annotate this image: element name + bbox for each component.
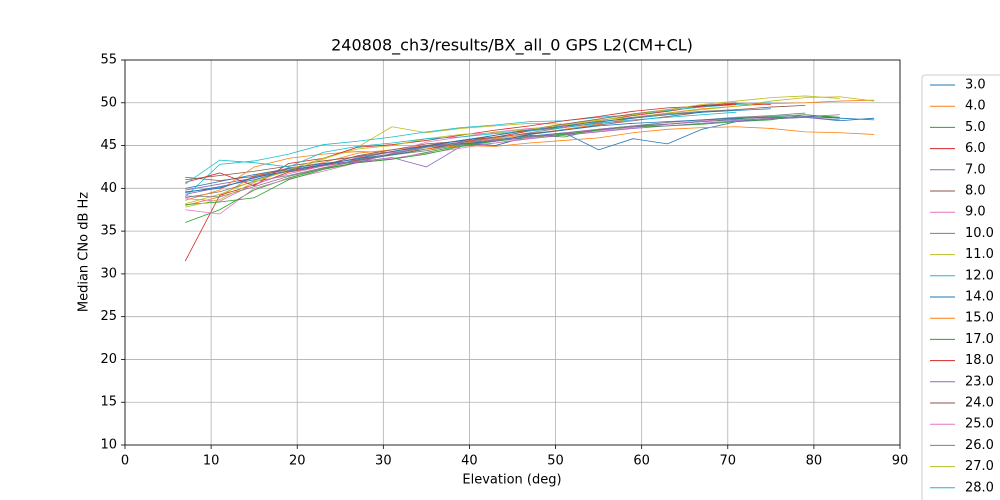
x-tick-label: 60 bbox=[633, 454, 650, 469]
legend-label: 17.0 bbox=[965, 332, 994, 347]
legend-label: 23.0 bbox=[965, 374, 994, 389]
series-line bbox=[185, 114, 840, 195]
legend-label: 5.0 bbox=[965, 120, 986, 135]
x-tick-label: 50 bbox=[547, 454, 564, 469]
legend-label: 25.0 bbox=[965, 417, 994, 432]
series-line bbox=[185, 95, 840, 208]
y-tick-label: 30 bbox=[100, 266, 117, 281]
legend-label: 6.0 bbox=[965, 141, 986, 156]
legend-label: 4.0 bbox=[965, 99, 986, 114]
legend-label: 18.0 bbox=[965, 353, 994, 368]
plot-area: 0 10 20 30 40 50 60 70 80 90 10 15 20 25 30 35 40 45 50 55 bbox=[100, 53, 908, 469]
series-line bbox=[185, 126, 875, 201]
y-tick-label: 25 bbox=[100, 309, 117, 324]
legend-label: 11.0 bbox=[965, 247, 994, 262]
series-line bbox=[185, 116, 840, 191]
y-tick-label: 40 bbox=[100, 181, 117, 196]
series-line bbox=[185, 108, 771, 193]
x-tick-label: 70 bbox=[720, 454, 737, 469]
legend-label: 26.0 bbox=[965, 438, 994, 453]
series-line bbox=[185, 114, 840, 205]
legend-label: 24.0 bbox=[965, 396, 994, 411]
series-line bbox=[185, 102, 737, 182]
x-tick-label: 20 bbox=[289, 454, 306, 469]
y-tick-label: 35 bbox=[100, 224, 117, 239]
legend-label: 15.0 bbox=[965, 311, 994, 326]
series-line bbox=[185, 116, 875, 189]
legend-label: 12.0 bbox=[965, 268, 994, 283]
series-line bbox=[184, 103, 771, 262]
y-tick-label: 50 bbox=[100, 95, 117, 110]
x-tick-label: 40 bbox=[461, 454, 478, 469]
y-tick-label: 45 bbox=[100, 138, 117, 153]
series-line bbox=[185, 109, 737, 198]
series-line bbox=[185, 111, 737, 185]
legend-label: 9.0 bbox=[965, 205, 986, 220]
y-tick-label: 15 bbox=[100, 395, 117, 410]
legend: 3.0 4.0 5.0 6.0 7.0 8.0 9.0 10.0 11.0 12.0 14.0 15.… bbox=[921, 74, 1000, 500]
x-tick-label: 10 bbox=[203, 454, 220, 469]
x-tick-label: 0 bbox=[121, 454, 129, 469]
legend-label: 10.0 bbox=[965, 226, 994, 241]
axes-frame bbox=[124, 59, 901, 446]
legend-label: 8.0 bbox=[965, 184, 986, 199]
legend-box bbox=[921, 74, 1000, 500]
x-tick-label: 80 bbox=[806, 454, 823, 469]
legend-label: 27.0 bbox=[965, 459, 994, 474]
chart-title: 240808_ch3/results/BX_all_0 GPS L2(CM+CL… bbox=[331, 36, 693, 56]
legend-label: 3.0 bbox=[965, 78, 986, 93]
series-line bbox=[185, 102, 771, 198]
y-tick-label: 20 bbox=[100, 352, 117, 367]
y-tick-label: 55 bbox=[100, 53, 117, 68]
legend-label: 14.0 bbox=[965, 290, 994, 305]
series-line bbox=[185, 120, 634, 202]
x-tick-label: 90 bbox=[892, 454, 909, 469]
series-line bbox=[185, 104, 737, 187]
legend-label: 7.0 bbox=[965, 162, 986, 177]
x-axis-label: Elevation (deg) bbox=[462, 473, 561, 488]
y-axis-label: Median CNo dB Hz bbox=[77, 192, 92, 312]
x-tick-label: 30 bbox=[375, 454, 392, 469]
legend-label: 28.0 bbox=[965, 480, 994, 495]
y-tick-label: 10 bbox=[100, 438, 117, 453]
